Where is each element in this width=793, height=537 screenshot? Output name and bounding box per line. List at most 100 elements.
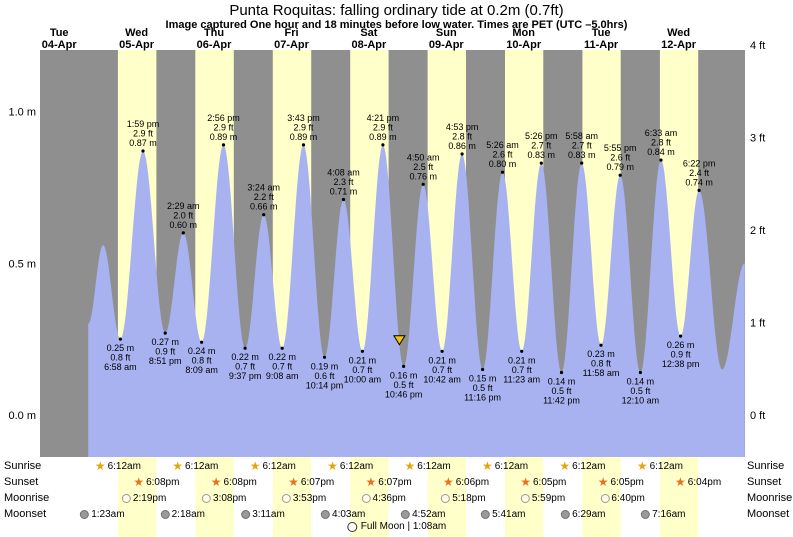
- tide-annotation: 0.8 ft: [591, 359, 612, 369]
- sunrise-entry: ★ 6:12am: [405, 460, 451, 473]
- tide-annotation: 2.7 ft: [531, 141, 552, 151]
- left-axis-tick: 1.0 m: [8, 107, 36, 119]
- sunrise-entry: ★ 6:12am: [250, 460, 296, 473]
- tide-point-dot: [181, 231, 185, 235]
- tide-annotation: 6:22 pm: [683, 158, 716, 168]
- tide-point-dot: [580, 161, 584, 165]
- tide-point-dot: [118, 337, 122, 341]
- full-moon-text: Full Moon | 1:08am: [360, 521, 447, 532]
- moonrise-time: 2:19pm: [132, 493, 167, 504]
- tide-annotation: 2.5 ft: [413, 162, 434, 172]
- moonset-entry: 1:23am: [80, 508, 125, 521]
- tide-annotation: 0.76 m: [409, 171, 437, 181]
- tide-point-dot: [280, 346, 284, 350]
- sunrise-entry: ★ 6:12am: [637, 460, 683, 473]
- left-axis-tick: 0.5 m: [8, 258, 36, 270]
- sunset-label-left: Sunset: [4, 476, 39, 488]
- moonset-icon: [401, 510, 411, 519]
- tide-point-dot: [221, 143, 226, 147]
- moonset-entry: 4:52am: [401, 508, 445, 521]
- tide-annotation: 2.4 ft: [689, 168, 710, 178]
- tide-annotation: 3:43 pm: [287, 113, 320, 123]
- moonset-time: 4:52am: [412, 509, 446, 520]
- sunset-time: 6:06pm: [455, 477, 490, 488]
- tide-point-dot: [163, 331, 167, 335]
- moonset-icon: [160, 510, 170, 519]
- tide-annotation: 10:46 pm: [385, 389, 423, 399]
- daylight-band-lower: [659, 457, 699, 537]
- moonset-icon: [80, 510, 90, 519]
- tide-annotation: 2:29 am: [167, 201, 200, 211]
- tide-annotation: 0.86 m: [448, 141, 476, 151]
- day-date-label: 11-Apr: [584, 39, 619, 51]
- sunset-entry: ★ 6:08pm: [133, 476, 179, 489]
- tide-point-dot: [421, 182, 425, 186]
- sunrise-time: 6:12am: [262, 461, 296, 472]
- tide-annotation: 0.6 ft: [314, 371, 335, 381]
- sunrise-label-left: Sunrise: [4, 460, 42, 472]
- tide-annotation: 2.8 ft: [651, 138, 672, 148]
- tide-point-dot: [618, 173, 622, 177]
- moonrise-icon: [361, 494, 371, 503]
- tide-annotation: 0.14 m: [548, 377, 576, 387]
- capture-note: Image captured One hour and 18 minutes b…: [165, 19, 628, 31]
- tide-point-dot: [460, 152, 464, 156]
- sunrise-label-right: Sunrise: [747, 460, 785, 472]
- sunset-icon: ★: [288, 475, 299, 489]
- right-axis-tick: 3 ft: [750, 133, 765, 145]
- tide-annotation: 2:56 pm: [207, 113, 240, 123]
- moonrise-entry: 4:36pm: [361, 492, 406, 505]
- tide-point-dot: [360, 349, 364, 353]
- tide-point-dot: [638, 370, 643, 375]
- tide-point-dot: [520, 349, 524, 353]
- tide-annotation: 4:53 pm: [446, 122, 479, 132]
- tide-annotation: 0.5 ft: [630, 386, 651, 396]
- tide-annotation: 0.21 m: [349, 355, 377, 365]
- tide-annotation: 0.89 m: [290, 132, 318, 142]
- tide-annotation: 5:26 pm: [525, 131, 558, 141]
- tide-point-dot: [243, 346, 247, 350]
- moonrise-entry: 2:19pm: [121, 492, 167, 505]
- full-moon-icon: [346, 521, 357, 532]
- sunset-entry: ★ 6:05pm: [598, 476, 644, 489]
- moonrise-time: 4:36pm: [372, 493, 406, 504]
- tide-annotation: 0.21 m: [428, 355, 456, 365]
- moonrise-label-right: Moonrise: [747, 492, 793, 504]
- tide-annotation: 5:26 am: [486, 140, 519, 150]
- tide-annotation: 0.19 m: [311, 361, 339, 371]
- tide-point-dot: [322, 355, 327, 359]
- current-time-marker: [393, 335, 406, 346]
- tide-annotation: 0.83 m: [568, 150, 596, 160]
- tide-annotation: 2.7 ft: [572, 141, 593, 151]
- moonrise-entry: 5:59pm: [520, 492, 565, 505]
- moonrise-label-left: Moonrise: [4, 492, 50, 504]
- sunset-entry: ★ 6:05pm: [520, 476, 566, 489]
- moonset-entry: 7:16am: [641, 508, 685, 521]
- tide-annotation: 0.7 ft: [512, 365, 533, 375]
- moonset-icon: [481, 510, 491, 519]
- sunrise-time: 6:12am: [649, 461, 683, 472]
- tide-annotation: 0.15 m: [469, 374, 497, 384]
- day-date-label: 08-Apr: [351, 39, 387, 51]
- moonset-label-left: Moonset: [4, 508, 47, 520]
- tide-point-dot: [539, 161, 543, 165]
- tide-point-dot: [559, 370, 564, 375]
- sunset-entry: ★ 6:06pm: [443, 476, 489, 489]
- tide-annotation: 11:42 pm: [543, 396, 580, 406]
- moonset-icon: [321, 510, 331, 519]
- tide-annotation: 4:08 am: [327, 168, 360, 178]
- tide-annotation: 6:58 am: [104, 362, 137, 372]
- moonrise-time: 6:40pm: [611, 493, 645, 504]
- tide-curve-area: [88, 144, 745, 457]
- tide-annotation: 2.2 ft: [254, 192, 275, 202]
- sunset-time: 6:07pm: [378, 477, 412, 488]
- tide-annotation: 0.5 ft: [394, 380, 415, 390]
- sunset-icon: ★: [210, 475, 222, 489]
- full-moon-note: Full Moon | 1:08am: [346, 521, 447, 532]
- tide-annotation: 2.8 ft: [452, 132, 473, 142]
- daylight-band-lower: [272, 457, 312, 537]
- tide-annotation: 0.5 ft: [551, 386, 572, 396]
- right-axis-tick: 1 ft: [750, 318, 765, 330]
- sunset-time: 6:07pm: [300, 477, 335, 488]
